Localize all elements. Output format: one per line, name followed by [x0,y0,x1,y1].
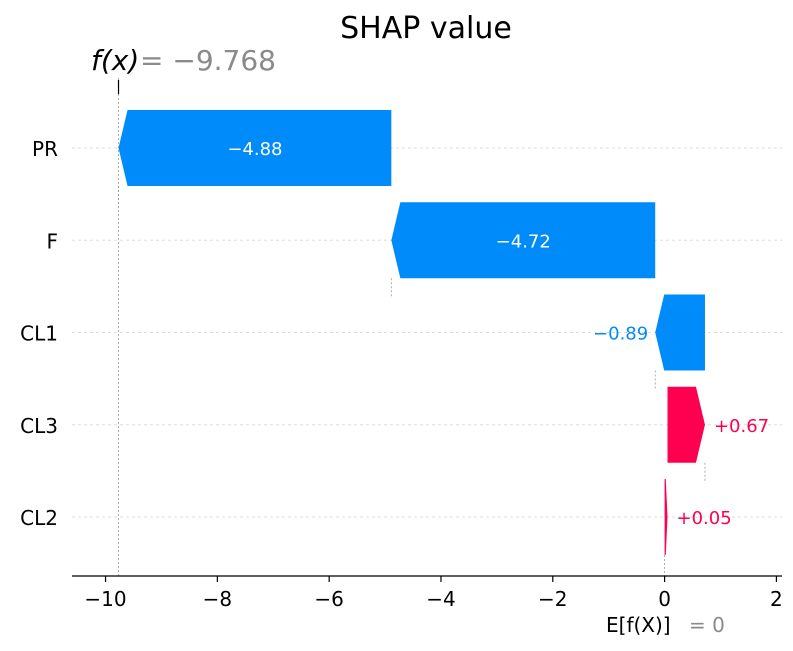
bars [118,110,705,555]
ytick-label-cl3: CL3 [20,414,58,438]
bar-labels: −4.88 −4.72 −0.89 +0.67 +0.05 [227,139,769,529]
bar-label-f: −4.72 [496,231,551,252]
bar-f [391,202,656,279]
ytick-label-cl2: CL2 [20,506,58,530]
expected-value-value: = 0 [689,613,725,637]
x-tick-label: −4 [426,587,455,611]
bar-pr [118,110,392,186]
x-tick-label: −6 [314,587,343,611]
bar-label-cl1: −0.89 [593,324,648,345]
expected-value-label: E[f(X)] [606,613,671,637]
x-tick-label: 0 [658,587,671,611]
fx-label: f(x) [91,44,139,77]
bar-label-pr: −4.88 [227,139,282,160]
bar-cl2 [664,479,668,555]
x-tick-label: −2 [538,587,567,611]
chart-title: SHAP value [340,11,512,46]
y-tick-labels: PR F CL1 CL3 CL2 [20,137,58,530]
connector-lines [117,78,706,576]
x-tick-label: 2 [770,587,783,611]
x-axis: −10 −8 −6 −4 −2 0 2 [72,575,783,611]
bar-cl1 [655,294,705,371]
ytick-label-f: F [46,229,58,253]
x-tick-label: −10 [84,587,126,611]
ytick-label-cl1: CL1 [20,322,58,346]
ytick-label-pr: PR [32,137,58,161]
bar-label-cl2: +0.05 [677,508,732,529]
fx-value: = −9.768 [140,44,276,77]
bar-label-cl3: +0.67 [714,416,769,437]
x-tick-label: −8 [203,587,232,611]
bar-cl3 [667,386,705,463]
